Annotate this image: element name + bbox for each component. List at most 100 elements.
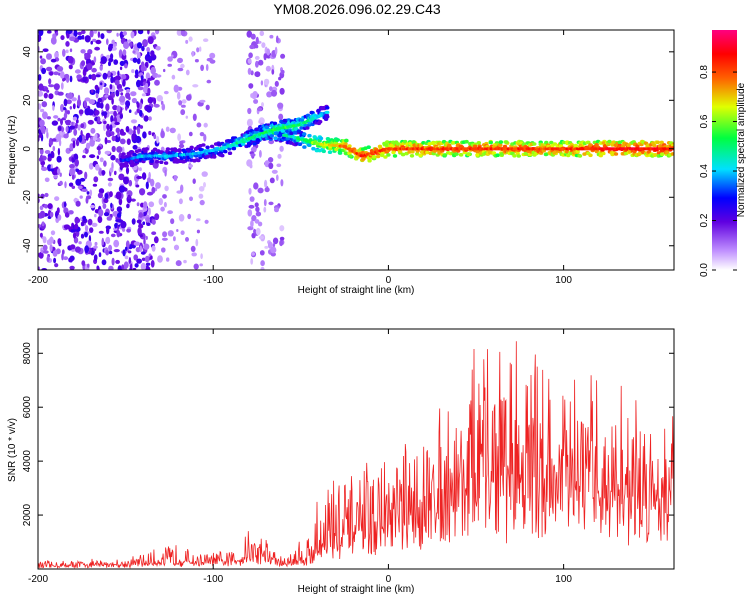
spectrogram-noise-cell	[133, 254, 138, 261]
spectrogram-noise-cell	[198, 186, 205, 192]
spectrogram-noise-cell	[279, 236, 285, 241]
spectrogram-noise-cell	[119, 128, 124, 135]
spectrogram-noise-cell	[49, 236, 54, 244]
spectrogram-noise-cell	[271, 169, 278, 174]
spectrogram-noise-cell	[97, 31, 101, 38]
spectrogram-noise-cell	[120, 92, 124, 96]
spectrogram-noise-cell	[45, 127, 49, 134]
spectrogram-noise-cell	[136, 175, 143, 180]
spectrogram-noise-cell	[153, 97, 157, 105]
spectrogram-ridge-cell	[223, 149, 228, 154]
spectrogram-noise-cell	[173, 84, 179, 93]
spectrogram-noise-cell	[185, 115, 188, 119]
spectrogram-noise-cell	[176, 229, 179, 232]
spectrogram-noise-cell	[155, 182, 161, 189]
spectrogram-noise-cell	[265, 65, 271, 72]
spectrogram-noise-cell	[110, 75, 114, 84]
snr-y-axis-label: SNR (10 * v/v)	[7, 418, 18, 482]
spectrogram-noise-cell	[63, 107, 67, 111]
spectrogram-noise-cell	[259, 250, 265, 256]
spectrogram-noise-cell	[48, 84, 55, 88]
spectrogram-noise-cell	[98, 188, 105, 194]
spectrogram-noise-cell	[53, 115, 59, 119]
spectrogram-noise-cell	[106, 140, 112, 143]
spectrogram-noise-cell	[90, 89, 94, 93]
spectrogram-noise-cell	[41, 166, 48, 171]
spectrogram-ridge-cell	[306, 143, 312, 147]
spectrogram-noise-cell	[145, 181, 149, 190]
spectrogram-noise-cell	[96, 155, 100, 160]
spectrogram-noise-cell	[114, 121, 120, 126]
spectrogram-noise-cell	[253, 182, 259, 190]
spectrogram-noise-cell	[247, 58, 252, 64]
spectrogram-noise-cell	[167, 230, 174, 237]
spectrogram-noise-cell	[137, 86, 144, 91]
spectrogram-noise-cell	[144, 255, 150, 263]
spectrogram-noise-cell	[192, 178, 196, 184]
spectrogram-noise-cell	[200, 64, 205, 72]
spectrogram-noise-cell	[84, 231, 88, 238]
spectrogram-noise-cell	[132, 57, 138, 63]
spectrogram-noise-cell	[250, 93, 254, 98]
spectrogram-noise-cell	[72, 103, 76, 110]
spectrogram-noise-cell	[67, 56, 74, 64]
spectrogram-noise-cell	[97, 266, 100, 270]
spectrogram-ridge-cell	[516, 154, 521, 158]
colorbar-tick-label: 0.6	[699, 114, 710, 128]
spectrogram-noise-cell	[166, 257, 170, 262]
spectrogram-noise-cell	[98, 230, 104, 234]
spectrogram-noise-cell	[163, 201, 167, 208]
spectrogram-ridge-cell	[495, 153, 500, 157]
spectrogram-noise-cell	[93, 176, 99, 183]
spectrogram-noise-cell	[57, 147, 61, 156]
spectrogram-noise-cell	[97, 192, 103, 199]
spectrogram-noise-cell	[70, 244, 76, 250]
spectrogram-noise-cell	[117, 131, 120, 138]
spectrogram-noise-cell	[50, 230, 56, 236]
snr-plot: -200 -100 0 100 2000 4000 6000 8000 Height of s…	[7, 328, 675, 595]
spectrogram-noise-cell	[167, 210, 174, 215]
spectrogram-noise-cell	[69, 259, 73, 263]
spectrogram-noise-cell	[54, 51, 59, 59]
spectrogram-ridge-cell	[375, 154, 381, 159]
spectrogram-noise-cell	[52, 250, 58, 257]
spectrogram-noise-cell	[44, 177, 50, 183]
spectrogram-ridge-cell	[344, 151, 349, 156]
spectrogram-noise-cell	[264, 245, 269, 249]
spectrogram-noise-cell	[203, 182, 206, 188]
spectrogram-noise-cell	[132, 267, 137, 270]
spectrogram-noise-cell	[95, 163, 100, 171]
spectrogram-noise-cell	[57, 117, 61, 122]
spectrogram-ridge-cell	[311, 146, 316, 151]
spectrogram-noise-cell	[39, 232, 43, 238]
spectrogram-noise-cell	[39, 210, 46, 219]
spectrogram-noise-cell	[118, 173, 125, 181]
spectrogram-ridge-cell	[121, 155, 126, 160]
spectrogram-ridge-cell	[543, 152, 549, 157]
spectrogram-noise-cell	[121, 264, 125, 270]
spectrogram-noise-cell	[167, 63, 172, 67]
spectrogram-ridge-cell	[367, 158, 372, 163]
spectrogram-noise-cell	[63, 112, 68, 119]
spectrogram-noise-cell	[51, 120, 59, 126]
spectrogram-noise-cell	[104, 94, 109, 98]
spectrogram-noise-cell	[75, 168, 80, 173]
spectrogram-ridge-cell	[288, 140, 293, 145]
spectrogram-noise-cell	[183, 259, 187, 264]
spectrogram-ridge-cell	[177, 148, 182, 152]
spectrogram-ridge-cell	[504, 140, 509, 144]
spectrogram-ridge-cell	[512, 154, 517, 158]
spectrogram-noise-cell	[161, 237, 168, 241]
spectrogram-noise-cell	[257, 187, 264, 194]
spectrogram-noise-cell	[142, 221, 146, 225]
spectrogram-noise-cell	[108, 45, 113, 52]
spectrogram-noise-cell	[206, 57, 213, 62]
spectrogram-noise-cell	[185, 237, 189, 242]
spectrogram-noise-cell	[173, 244, 180, 251]
spectrogram-noise-cell	[74, 159, 79, 167]
colorbar-tick-label: 0.8	[699, 65, 710, 79]
spectrogram-noise-cell	[61, 249, 65, 255]
spectrogram-noise-cell	[258, 59, 264, 66]
spectrogram-ridge-cell	[549, 140, 554, 145]
spectrogram-noise-cell	[46, 89, 50, 93]
